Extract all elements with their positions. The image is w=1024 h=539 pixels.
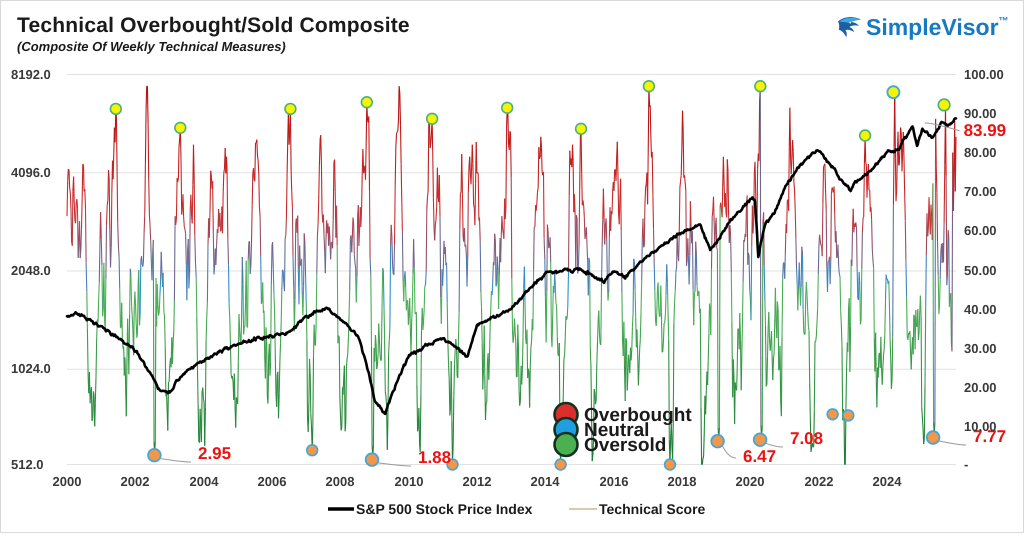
svg-text:Technical Score: Technical Score [599, 501, 706, 517]
svg-text:83.99: 83.99 [964, 121, 1007, 140]
svg-text:2008: 2008 [326, 474, 355, 489]
svg-text:2006: 2006 [258, 474, 287, 489]
svg-text:2014: 2014 [531, 474, 561, 489]
svg-text:S&P 500 Stock Price Index: S&P 500 Stock Price Index [356, 501, 533, 517]
svg-text:2022: 2022 [805, 474, 834, 489]
svg-text:80.00: 80.00 [964, 145, 997, 160]
svg-text:2000: 2000 [53, 474, 82, 489]
svg-text:100.00: 100.00 [964, 67, 1004, 82]
svg-text:2002: 2002 [121, 474, 150, 489]
svg-text:-: - [964, 457, 968, 472]
svg-text:20.00: 20.00 [964, 380, 997, 395]
svg-text:10.00: 10.00 [964, 419, 997, 434]
svg-text:70.00: 70.00 [964, 184, 997, 199]
svg-text:8192.0: 8192.0 [11, 67, 51, 82]
svg-text:1024.0: 1024.0 [11, 361, 51, 376]
svg-text:2010: 2010 [395, 474, 424, 489]
svg-text:Oversold: Oversold [584, 435, 666, 456]
svg-text:2004: 2004 [190, 474, 220, 489]
svg-text:7.08: 7.08 [790, 429, 823, 448]
svg-text:6.47: 6.47 [743, 447, 776, 466]
svg-text:4096.0: 4096.0 [11, 165, 51, 180]
svg-text:1.88: 1.88 [418, 448, 451, 467]
svg-text:2016: 2016 [600, 474, 629, 489]
svg-text:60.00: 60.00 [964, 223, 997, 238]
svg-text:2018: 2018 [668, 474, 697, 489]
svg-text:40.00: 40.00 [964, 302, 997, 317]
svg-text:50.00: 50.00 [964, 263, 997, 278]
svg-text:2048.0: 2048.0 [11, 263, 51, 278]
svg-text:2020: 2020 [736, 474, 765, 489]
svg-text:30.00: 30.00 [964, 341, 997, 356]
svg-text:90.00: 90.00 [964, 106, 997, 121]
svg-text:2012: 2012 [463, 474, 492, 489]
svg-text:2024: 2024 [873, 474, 903, 489]
svg-text:512.0: 512.0 [11, 457, 44, 472]
svg-text:2.95: 2.95 [198, 444, 231, 463]
